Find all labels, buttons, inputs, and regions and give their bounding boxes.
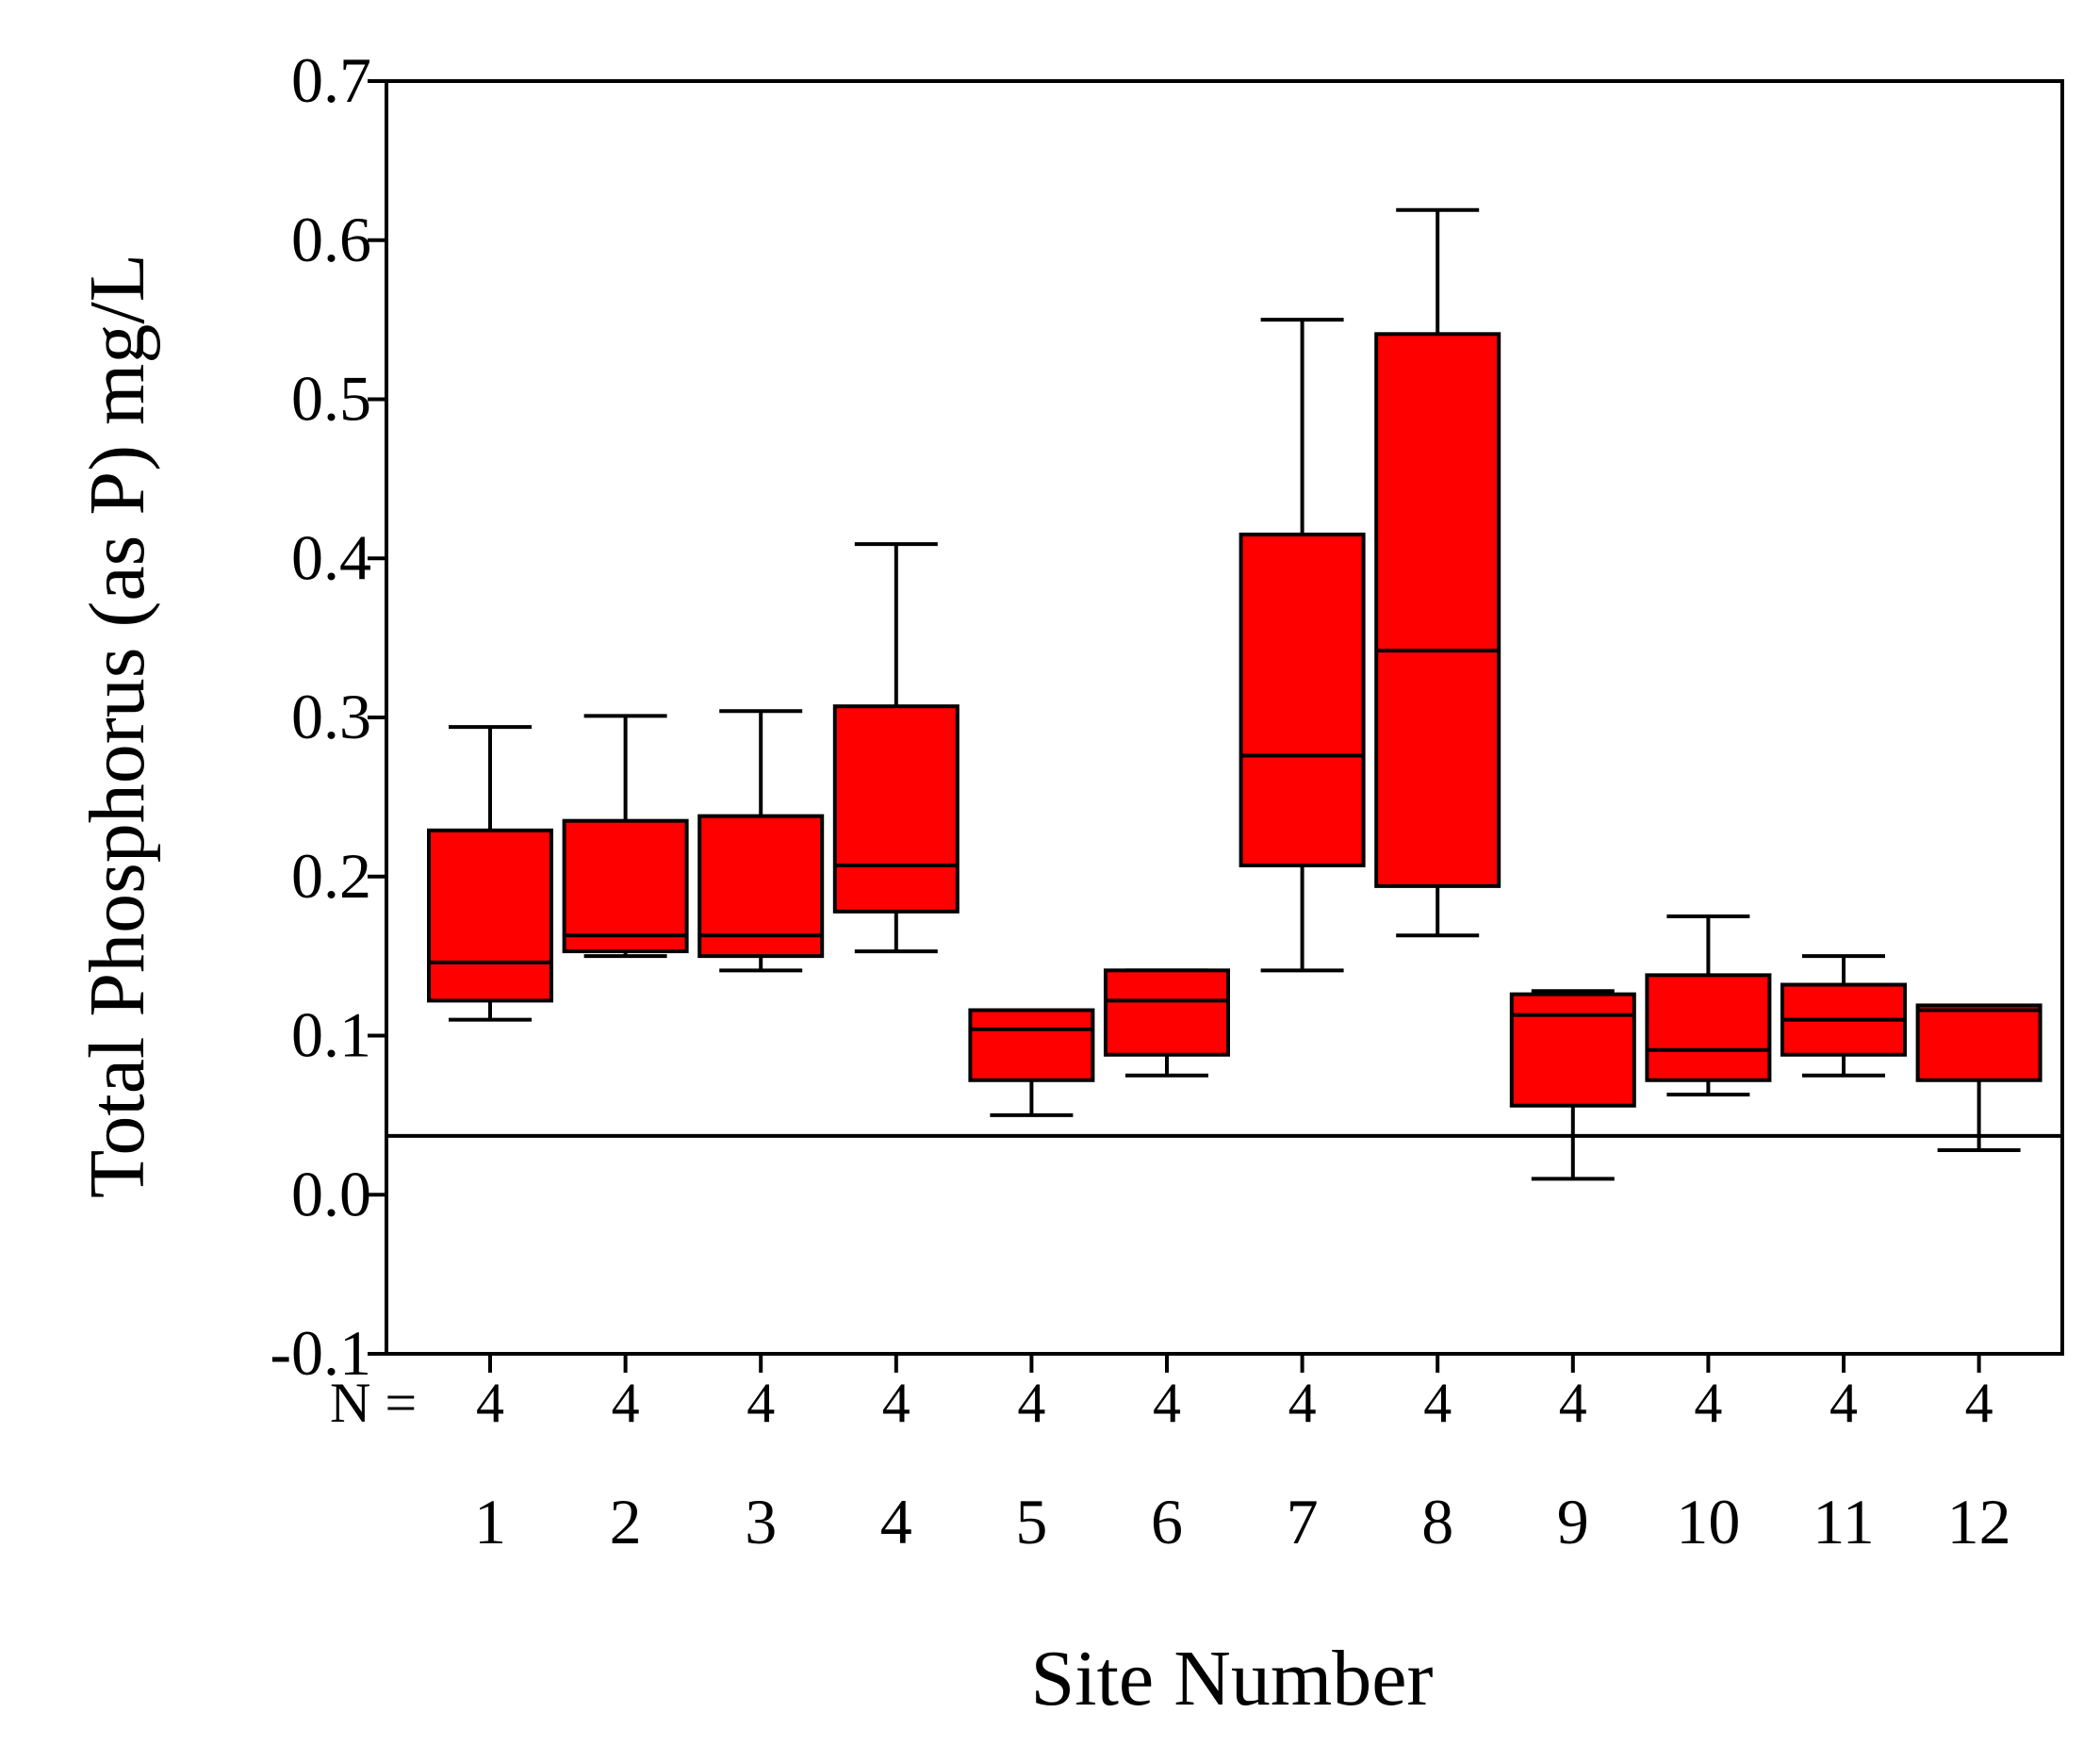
box-site-6 bbox=[1104, 968, 1230, 1078]
y-tick-label: 0.4 bbox=[291, 521, 371, 593]
x-category-label: 7 bbox=[1287, 1486, 1319, 1557]
sample-size-row: N = 4 4 4 4 4 4 4 4 4 4 4 4 bbox=[330, 1372, 1993, 1434]
y-tick-label: 0.5 bbox=[291, 363, 371, 435]
box-site-10 bbox=[1645, 914, 1772, 1096]
y-tick-label: 0.1 bbox=[291, 999, 371, 1071]
iqr-box bbox=[697, 814, 825, 959]
box-site-9 bbox=[1509, 989, 1636, 1181]
y-tick-label: -0.1 bbox=[270, 1317, 371, 1389]
plot-frame bbox=[385, 79, 2064, 1356]
n-value-label: 4 bbox=[1423, 1372, 1452, 1434]
x-category-label: 11 bbox=[1813, 1486, 1874, 1557]
n-value-label: 4 bbox=[1153, 1372, 1181, 1434]
n-value-label: 4 bbox=[1965, 1372, 1993, 1434]
box-site-1 bbox=[427, 725, 553, 1022]
n-value-label: 4 bbox=[1694, 1372, 1722, 1434]
x-category-label: 5 bbox=[1015, 1486, 1047, 1557]
plot-frame-layer bbox=[385, 79, 2064, 1356]
x-category-label: 10 bbox=[1676, 1486, 1740, 1557]
n-value-label: 4 bbox=[1017, 1372, 1045, 1434]
box-series bbox=[427, 207, 2043, 1373]
x-category-label: 9 bbox=[1557, 1486, 1589, 1557]
x-category-label: 8 bbox=[1421, 1486, 1453, 1557]
n-value-label: 4 bbox=[1559, 1372, 1587, 1434]
box-site-5 bbox=[968, 1008, 1095, 1117]
box-site-4 bbox=[832, 542, 960, 954]
box-site-7 bbox=[1239, 318, 1366, 973]
x-category-label: 3 bbox=[745, 1486, 777, 1557]
n-prefix-label: N = bbox=[330, 1372, 417, 1434]
y-tick-label: 0.2 bbox=[291, 840, 371, 912]
n-value-label: 4 bbox=[746, 1372, 775, 1434]
iqr-box bbox=[1509, 992, 1636, 1108]
y-tick-label: 0.3 bbox=[291, 681, 371, 752]
box-site-3 bbox=[697, 709, 825, 973]
n-value-label: 4 bbox=[1288, 1372, 1317, 1434]
y-tick-label: 0.0 bbox=[291, 1158, 371, 1229]
iqr-box bbox=[968, 1008, 1095, 1082]
n-value-label: 4 bbox=[882, 1372, 911, 1434]
iqr-box bbox=[1915, 1003, 2043, 1082]
y-axis-ticks: 0.7 0.6 0.5 0.4 0.3 0.2 0.1 0.0 -0.1 bbox=[270, 44, 386, 1389]
box-site-2 bbox=[562, 714, 689, 959]
box-site-8 bbox=[1374, 207, 1501, 938]
x-category-label: 12 bbox=[1947, 1486, 2011, 1557]
iqr-box bbox=[1239, 532, 1366, 867]
x-category-label: 1 bbox=[474, 1486, 506, 1557]
y-axis-title: Total Phosphorus (as P) mg/L bbox=[74, 254, 161, 1198]
box-site-12 bbox=[1915, 1003, 2043, 1152]
x-axis-title: Site Number bbox=[1031, 1635, 1434, 1722]
x-category-label: 2 bbox=[610, 1486, 642, 1557]
box-site-11 bbox=[1780, 954, 1907, 1078]
x-category-label: 6 bbox=[1151, 1486, 1183, 1557]
y-tick-label: 0.6 bbox=[291, 204, 371, 275]
n-value-label: 4 bbox=[476, 1372, 504, 1434]
iqr-box bbox=[1104, 968, 1230, 1057]
iqr-box bbox=[427, 828, 553, 1003]
x-axis-category-labels: 1 2 3 4 5 6 7 8 9 10 11 12 bbox=[474, 1486, 2011, 1557]
iqr-box bbox=[1645, 973, 1772, 1082]
x-category-label: 4 bbox=[880, 1486, 912, 1557]
y-tick-label: 0.7 bbox=[291, 44, 371, 116]
iqr-box bbox=[1374, 332, 1501, 888]
n-value-label: 4 bbox=[612, 1372, 640, 1434]
iqr-box bbox=[562, 818, 689, 954]
iqr-box bbox=[832, 704, 960, 914]
n-value-label: 4 bbox=[1829, 1372, 1858, 1434]
